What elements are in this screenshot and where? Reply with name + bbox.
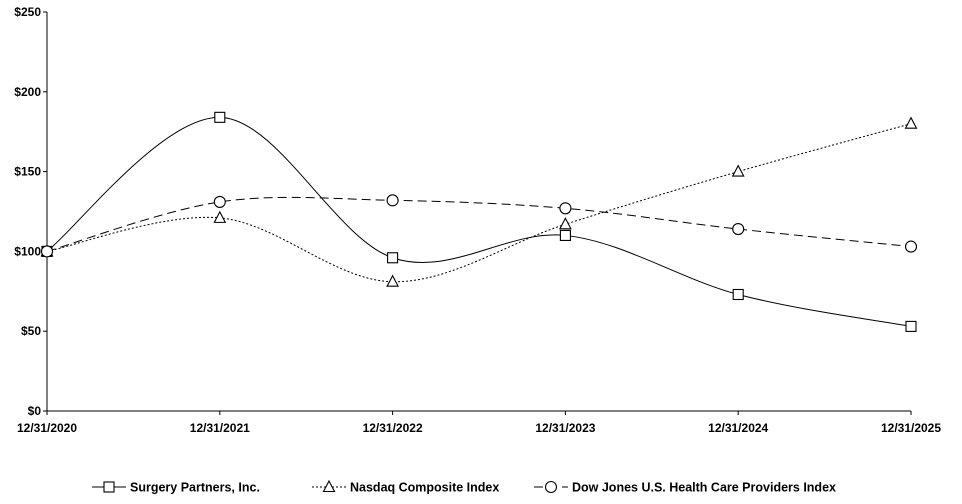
data-point-triangle [213,210,227,223]
data-point-triangle [386,274,400,287]
x-tick-labels: 12/31/2020 12/31/2021 12/31/2022 12/31/2023… [17,421,941,435]
data-point-circle [559,202,572,215]
legend-label: Nasdaq Composite Index [350,481,499,495]
data-point-circle [40,245,54,258]
axes [43,11,912,415]
y-tick-label: $150 [14,165,41,179]
series-markers [40,111,918,332]
data-point-square [214,111,226,123]
x-tick-label: 12/31/2020 [17,421,77,435]
data-point-square [732,288,744,301]
series-lines [46,116,912,327]
data-point-circle [386,194,399,207]
data-point-circle [904,240,918,253]
legend-marker-triangle [322,479,336,493]
series-line-circle [46,196,912,252]
y-tick-label: $100 [14,244,41,258]
data-point-circle [732,223,745,236]
data-point-triangle [558,217,572,230]
legend-marker-square [103,481,115,493]
x-tick-label: 12/31/2022 [363,421,423,435]
series-line-square [46,116,912,327]
legend-marker-circle [544,480,558,494]
data-point-square [387,252,399,264]
legend: Surgery Partners, Inc. Nasdaq Composite I… [92,479,836,495]
data-point-square [905,320,917,332]
legend-label: Dow Jones U.S. Health Care Providers Ind… [572,481,836,495]
x-tick-label: 12/31/2024 [708,421,768,435]
y-tick-label: $250 [14,5,41,19]
x-tick-label: 12/31/2023 [535,421,595,435]
x-tick-label: 12/31/2021 [190,421,250,435]
y-tick-label: $50 [21,324,41,338]
y-tick-label: $200 [14,85,41,99]
data-point-square [559,229,571,241]
legend-label: Surgery Partners, Inc. [130,481,260,495]
data-point-circle [213,195,226,208]
series-line-triangle [46,123,912,283]
y-tick-labels: $0 $50 $100 $150 $200 $250 [14,5,41,418]
x-tick-label: 12/31/2025 [881,421,941,435]
data-point-triangle [904,116,918,129]
y-tick-label: $0 [28,404,42,418]
data-point-triangle [731,164,745,177]
